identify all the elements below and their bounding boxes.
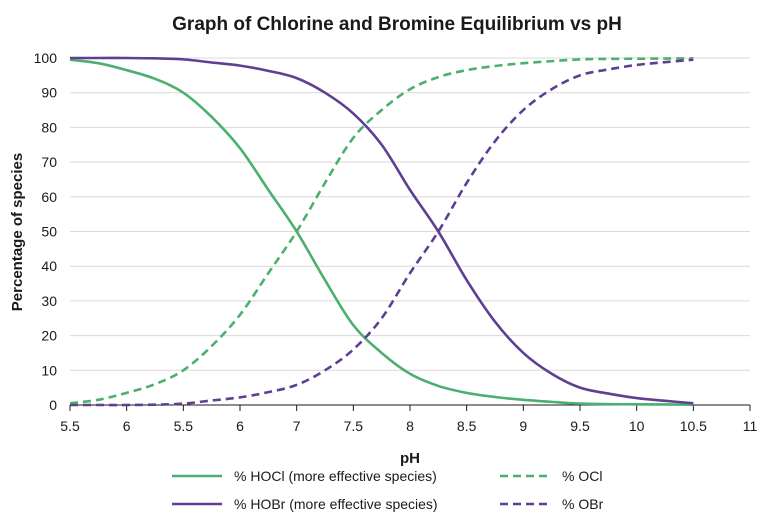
legend-label: % OBr bbox=[562, 496, 604, 512]
y-tick-label: 60 bbox=[41, 189, 57, 205]
x-axis-label: pH bbox=[400, 450, 420, 467]
legend-label: % HOBr (more effective species) bbox=[234, 496, 438, 512]
series-line-obr bbox=[70, 58, 694, 407]
y-tick-label: 80 bbox=[41, 119, 57, 135]
x-tick-label: 10.5 bbox=[680, 418, 707, 434]
x-tick-label: 8 bbox=[406, 418, 414, 434]
y-axis-label: Percentage of species bbox=[9, 153, 26, 311]
x-tick-label: 9 bbox=[519, 418, 527, 434]
x-tick-label: 5.5 bbox=[60, 418, 80, 434]
legend-item-hocl: % HOCl (more effective species) bbox=[172, 468, 437, 484]
series-line-hobr bbox=[69, 56, 694, 405]
y-tick-label: 10 bbox=[41, 362, 57, 378]
x-tick-label: 5.5 bbox=[174, 418, 194, 434]
legend-label: % HOCl (more effective species) bbox=[234, 468, 437, 484]
x-tick-label: 10 bbox=[629, 418, 645, 434]
x-tick-label: 8.5 bbox=[457, 418, 477, 434]
x-tick-label: 11 bbox=[743, 418, 758, 434]
y-tick-label: 50 bbox=[41, 224, 57, 240]
y-tick-label: 90 bbox=[41, 85, 57, 101]
series-line-hocl bbox=[69, 58, 694, 406]
y-tick-label: 100 bbox=[34, 50, 58, 66]
x-tick-label: 6 bbox=[123, 418, 131, 434]
x-tick-label: 7 bbox=[293, 418, 301, 434]
y-tick-label: 40 bbox=[41, 258, 57, 274]
legend-item-ocl: % OCl bbox=[500, 468, 602, 484]
y-tick-label: 0 bbox=[49, 397, 57, 413]
chart-title: Graph of Chlorine and Bromine Equilibriu… bbox=[172, 14, 622, 35]
legend-item-hobr: % HOBr (more effective species) bbox=[172, 496, 438, 512]
x-tick-label: 7.5 bbox=[344, 418, 364, 434]
series-line-ocl bbox=[69, 57, 694, 405]
legend-item-obr: % OBr bbox=[500, 496, 604, 512]
x-tick-label: 9.5 bbox=[570, 418, 590, 434]
y-tick-label: 30 bbox=[41, 293, 57, 309]
x-tick-label: 6 bbox=[236, 418, 244, 434]
legend-label: % OCl bbox=[562, 468, 602, 484]
y-tick-label: 70 bbox=[41, 154, 57, 170]
y-tick-label: 20 bbox=[41, 328, 57, 344]
